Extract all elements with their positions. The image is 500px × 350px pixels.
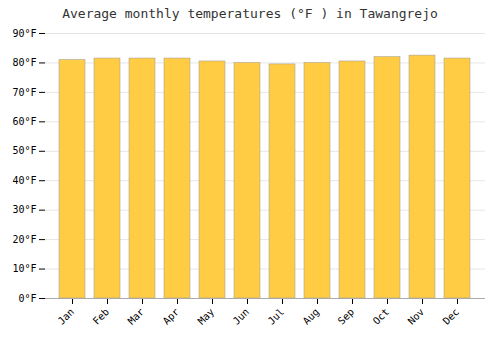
svg-text:40°F: 40°F bbox=[12, 175, 36, 186]
svg-text:30°F: 30°F bbox=[12, 204, 36, 215]
svg-text:Feb: Feb bbox=[91, 306, 112, 327]
svg-text:May: May bbox=[196, 306, 217, 327]
svg-text:80°F: 80°F bbox=[12, 57, 36, 68]
svg-text:Sep: Sep bbox=[336, 306, 357, 327]
svg-text:20°F: 20°F bbox=[12, 234, 36, 245]
svg-text:10°F: 10°F bbox=[12, 263, 36, 274]
svg-text:Oct: Oct bbox=[371, 306, 392, 327]
svg-text:70°F: 70°F bbox=[12, 87, 36, 98]
svg-text:90°F: 90°F bbox=[12, 28, 36, 39]
svg-text:Jan: Jan bbox=[56, 306, 77, 327]
svg-text:Nov: Nov bbox=[406, 306, 427, 327]
svg-text:50°F: 50°F bbox=[12, 145, 36, 156]
svg-text:Mar: Mar bbox=[126, 306, 147, 327]
svg-text:Apr: Apr bbox=[161, 306, 182, 327]
svg-text:Jun: Jun bbox=[231, 306, 252, 327]
svg-text:0°F: 0°F bbox=[18, 293, 36, 304]
svg-text:Aug: Aug bbox=[301, 306, 322, 327]
svg-text:Jul: Jul bbox=[266, 306, 287, 327]
html-text:Average monthly temperatures (: Average monthly temperatures (°F ) in Ta… bbox=[62, 6, 438, 21]
svg-text:Dec: Dec bbox=[441, 306, 462, 327]
svg-text:60°F: 60°F bbox=[12, 116, 36, 127]
